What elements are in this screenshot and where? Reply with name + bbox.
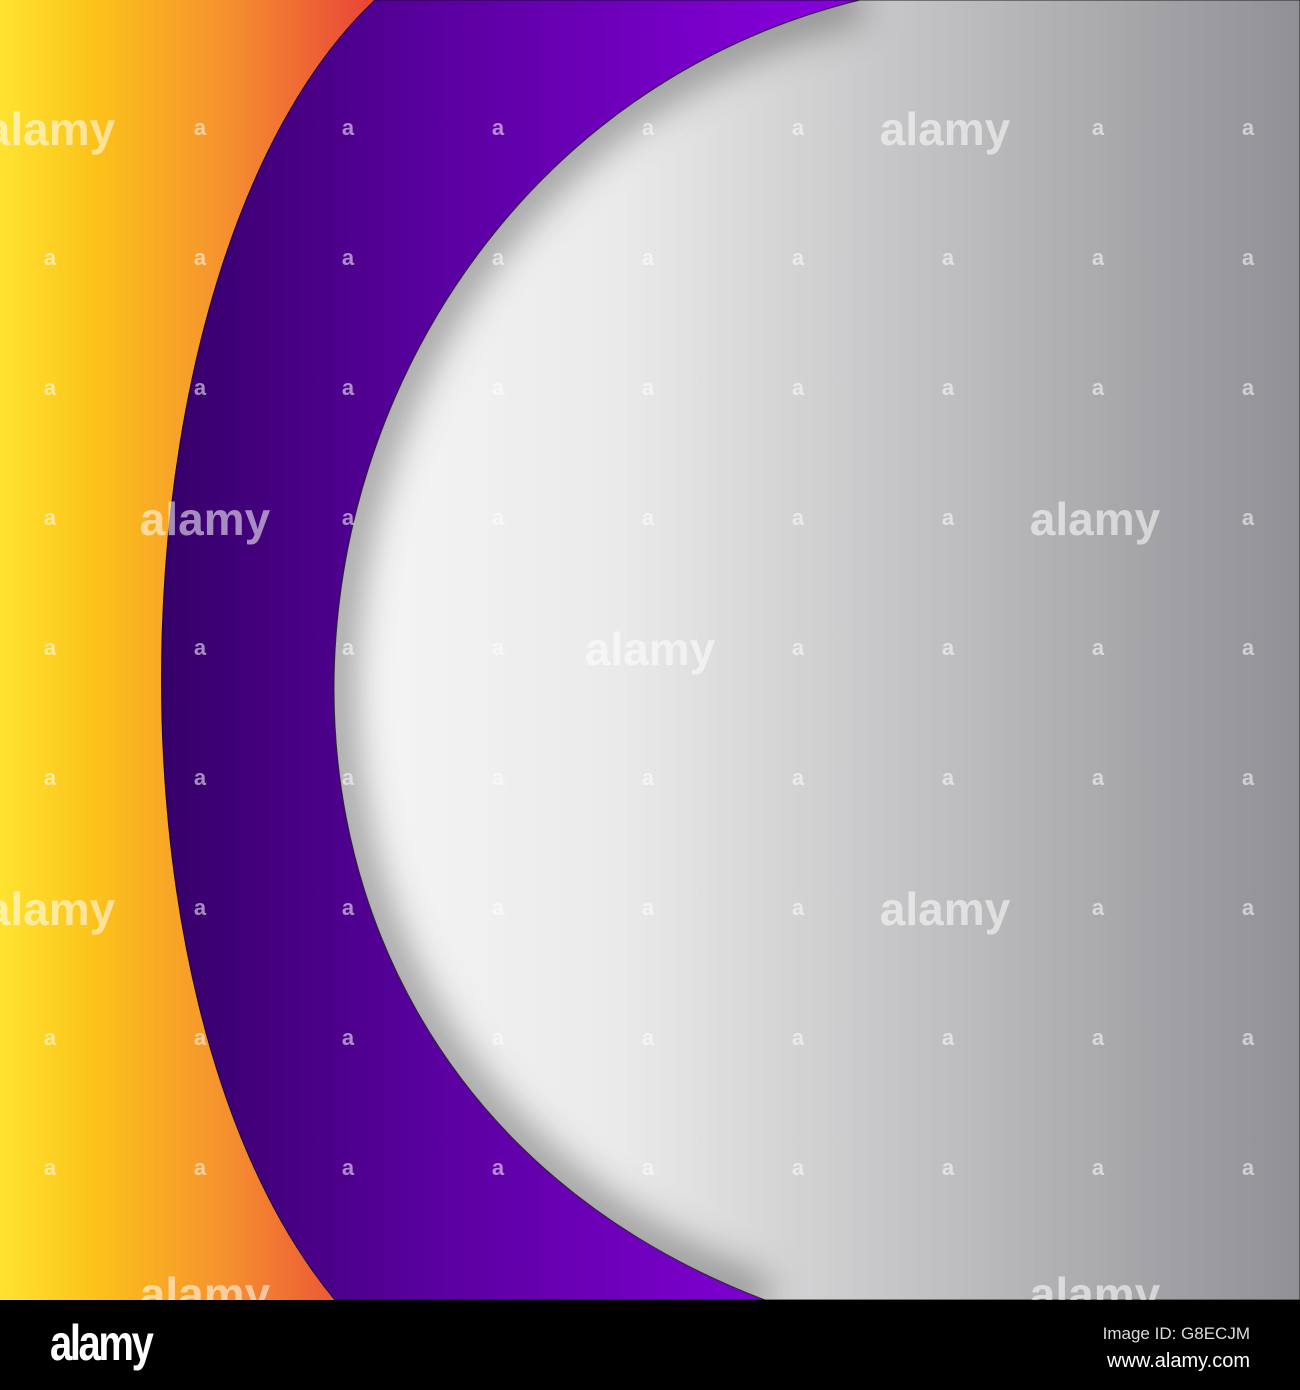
watermark-mark: a	[942, 1155, 955, 1180]
watermark-mark: a	[44, 635, 57, 660]
watermark-mark: a	[44, 245, 57, 270]
watermark-mark: a	[1092, 765, 1105, 790]
watermark-mark: a	[342, 765, 355, 790]
watermark-mark: a	[792, 505, 805, 530]
watermark-mark: a	[194, 115, 207, 140]
watermark-mark: a	[942, 635, 955, 660]
watermark-mark: a	[942, 1025, 955, 1050]
watermark-mark: a	[942, 375, 955, 400]
watermark-mark: a	[1092, 635, 1105, 660]
watermark-mark: a	[642, 765, 655, 790]
watermark-mark: a	[342, 635, 355, 660]
watermark-mark: a	[492, 895, 505, 920]
watermark-mark: a	[342, 505, 355, 530]
watermark-mark: a	[792, 1025, 805, 1050]
watermark-mark: a	[642, 505, 655, 530]
watermark-word: alamy	[880, 103, 1011, 155]
watermark-mark: a	[942, 765, 955, 790]
watermark-mark: a	[492, 505, 505, 530]
watermark-word: alamy	[140, 1268, 271, 1300]
watermark-mark: a	[642, 245, 655, 270]
watermark-mark: a	[44, 375, 57, 400]
watermark-mark: a	[1242, 635, 1255, 660]
watermark-mark: a	[342, 1155, 355, 1180]
watermark-mark: a	[194, 245, 207, 270]
watermark-mark: a	[792, 635, 805, 660]
watermark-mark: a	[342, 115, 355, 140]
watermark-mark: a	[492, 765, 505, 790]
watermark-word: alamy	[880, 883, 1011, 935]
watermark-mark: a	[792, 375, 805, 400]
watermark-mark: a	[194, 375, 207, 400]
watermark-word: alamy	[140, 493, 271, 545]
watermark-mark: a	[1092, 895, 1105, 920]
watermark-mark: a	[194, 895, 207, 920]
watermark-mark: a	[492, 245, 505, 270]
watermark-word: alamy	[585, 623, 716, 675]
watermark-mark: a	[342, 375, 355, 400]
site-link[interactable]: www.alamy.com	[1107, 1350, 1250, 1372]
watermark-mark: a	[792, 765, 805, 790]
watermark-mark: a	[1242, 1155, 1255, 1180]
watermark-mark: a	[1242, 245, 1255, 270]
watermark-mark: a	[1242, 505, 1255, 530]
watermark-word: alamy	[0, 883, 116, 935]
watermark-mark: a	[642, 895, 655, 920]
watermark-mark: a	[792, 895, 805, 920]
watermark-mark: a	[1242, 765, 1255, 790]
watermark-mark: a	[44, 505, 57, 530]
watermark-mark: a	[1242, 115, 1255, 140]
watermark-mark: a	[492, 375, 505, 400]
watermark-mark: a	[1092, 1025, 1105, 1050]
watermark-mark: a	[492, 115, 505, 140]
watermark-mark: a	[1092, 1155, 1105, 1180]
watermark-mark: a	[642, 1155, 655, 1180]
watermark-mark: a	[194, 1025, 207, 1050]
watermark-mark: a	[642, 1025, 655, 1050]
watermark-mark: a	[342, 895, 355, 920]
watermark-word: alamy	[0, 103, 116, 155]
watermark-mark: a	[44, 1155, 57, 1180]
watermark-word: alamy	[1030, 1268, 1161, 1300]
watermark-mark: a	[194, 1155, 207, 1180]
watermark-mark: a	[642, 115, 655, 140]
image-id-label: Image ID: G8ECJM	[1102, 1324, 1250, 1343]
watermark-mark: a	[942, 245, 955, 270]
alamy-logo: alamy	[50, 1315, 154, 1371]
watermark-mark: a	[792, 245, 805, 270]
watermark-mark: a	[492, 1155, 505, 1180]
watermark-word: alamy	[1030, 493, 1161, 545]
watermark-mark: a	[194, 635, 207, 660]
watermark-mark: a	[342, 245, 355, 270]
watermark-mark: a	[1242, 375, 1255, 400]
watermark-mark: a	[942, 505, 955, 530]
watermark-mark: a	[492, 635, 505, 660]
watermark-mark: a	[1092, 245, 1105, 270]
watermark-mark: a	[342, 1025, 355, 1050]
watermark-mark: a	[492, 1025, 505, 1050]
watermark-mark: a	[1242, 895, 1255, 920]
watermark-mark: a	[44, 1025, 57, 1050]
watermark-mark: a	[792, 115, 805, 140]
watermark-mark: a	[642, 375, 655, 400]
watermark-layer: alamy alamy alamy alamy alamy alamy alamy alamy…	[0, 103, 1255, 1300]
watermark-mark: a	[194, 765, 207, 790]
watermark-mark: a	[1092, 115, 1105, 140]
watermark-mark: a	[792, 1155, 805, 1180]
footer-bar: alamy Image ID: G8ECJM www.alamy.com	[0, 1300, 1300, 1390]
abstract-curves-artwork: alamy alamy alamy alamy alamy alamy alamy alamy…	[0, 0, 1300, 1300]
watermark-mark: a	[44, 765, 57, 790]
gray-panel-inner-shadow	[334, 0, 865, 1300]
watermark-mark: a	[1242, 1025, 1255, 1050]
watermark-mark: a	[1092, 375, 1105, 400]
